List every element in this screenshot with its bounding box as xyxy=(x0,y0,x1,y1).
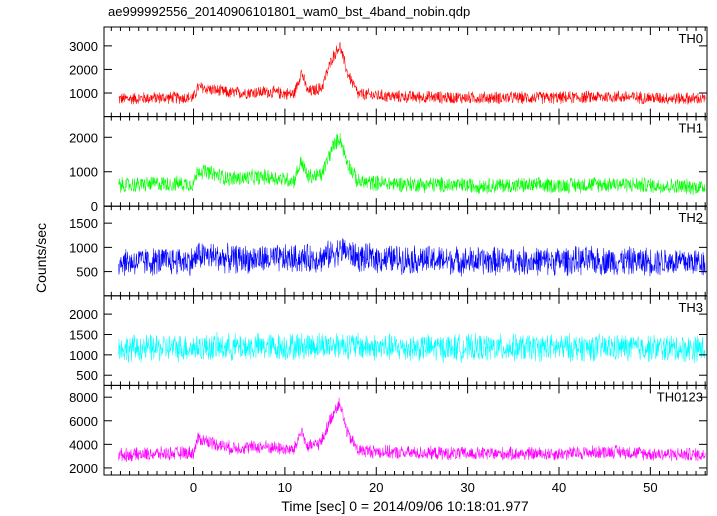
x-tick-label: 40 xyxy=(552,480,566,495)
panel-th0: 1000 2000 3000 TH0 xyxy=(69,26,708,118)
y-tick-label: 2000 xyxy=(69,130,98,145)
y-tick-label: 1000 xyxy=(69,348,98,363)
series-line-th3 xyxy=(118,331,706,364)
y-tick-label: 1000 xyxy=(69,165,98,180)
y-tick-label: 2000 xyxy=(69,307,98,322)
y-tick-label: 2000 xyxy=(69,461,98,476)
y-tick-label: 1000 xyxy=(69,240,98,255)
panel-th3: 500 1000 1500 2000 TH3 xyxy=(69,295,708,386)
panel-label-th3: TH3 xyxy=(678,300,703,315)
panel-th1: 0 1000 2000 TH1 xyxy=(69,116,708,214)
series-line-th2 xyxy=(118,238,706,277)
panel-label-th2: TH2 xyxy=(678,210,703,225)
y-tick-label: 4000 xyxy=(69,437,98,452)
y-tick-label: 1500 xyxy=(69,216,98,231)
y-tick-label: 1500 xyxy=(69,327,98,342)
panel-label-th0: TH0 xyxy=(678,31,703,46)
x-tick-label: 10 xyxy=(278,480,292,495)
y-tick-label: 0 xyxy=(91,199,98,214)
series-line-th0123 xyxy=(118,397,706,463)
y-tick-label: 1000 xyxy=(69,86,98,101)
panel-frame xyxy=(103,384,708,476)
y-tick-label: 500 xyxy=(76,368,98,383)
y-tick-label: 2000 xyxy=(69,62,98,77)
series-line-th0 xyxy=(118,41,706,105)
panel-label-th1: TH1 xyxy=(678,121,703,136)
panel-frame xyxy=(103,26,708,118)
y-tick-label: 3000 xyxy=(69,39,98,54)
y-tick-label: 6000 xyxy=(69,414,98,429)
chart-title: ae999992556_20140906101801_wam0_bst_4ban… xyxy=(108,4,470,19)
panel-frame xyxy=(103,116,708,207)
x-tick-label: 30 xyxy=(460,480,474,495)
x-tick-label: 50 xyxy=(643,480,657,495)
panel-th2: 500 1000 1500 TH2 xyxy=(69,205,708,297)
series-line-th1 xyxy=(118,132,706,196)
y-tick-label: 8000 xyxy=(69,390,98,405)
panel-th0123: 2000 4000 6000 8000 TH0123 xyxy=(69,384,708,476)
y-tick-label: 500 xyxy=(76,265,98,280)
panel-label-th0123: TH0123 xyxy=(657,389,703,404)
x-tick-label: 20 xyxy=(369,480,383,495)
x-axis-label: Time [sec] 0 = 2014/09/06 10:18:01.977 xyxy=(281,498,529,514)
y-axis-label: Counts/sec xyxy=(33,223,49,293)
x-tick-label: 0 xyxy=(190,480,197,495)
